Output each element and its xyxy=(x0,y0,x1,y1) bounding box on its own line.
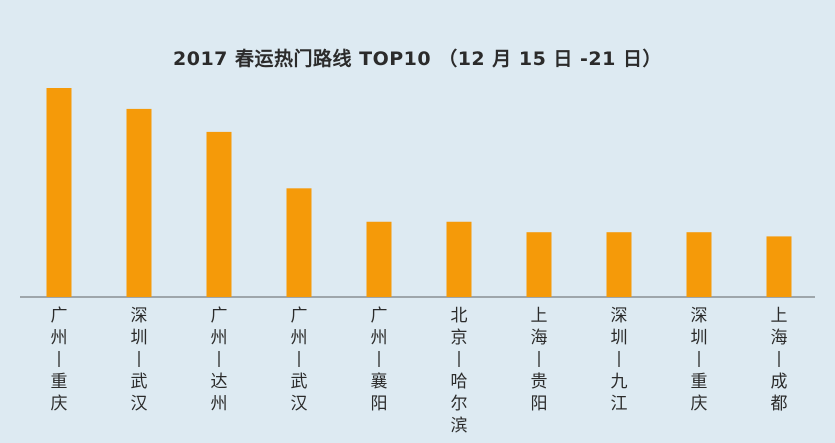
bar-2 xyxy=(126,108,152,298)
svg-text:深: 深 xyxy=(131,306,148,326)
svg-text:北: 北 xyxy=(451,306,468,326)
svg-text:庆: 庆 xyxy=(51,394,68,414)
svg-text:阳: 阳 xyxy=(371,394,388,414)
svg-text:深: 深 xyxy=(611,306,628,326)
svg-text:州: 州 xyxy=(211,328,228,348)
svg-text:重: 重 xyxy=(691,372,708,392)
svg-text:州: 州 xyxy=(51,328,68,348)
bar-8 xyxy=(606,232,632,297)
svg-text:都: 都 xyxy=(771,394,788,414)
chart-title: 2017 春运热门路线 TOP10 （12 月 15 日 -21 日） xyxy=(173,48,662,70)
svg-text:尔: 尔 xyxy=(451,394,468,414)
bar-7 xyxy=(526,232,552,297)
svg-text:京: 京 xyxy=(451,328,468,348)
bar-5 xyxy=(366,221,392,297)
svg-text:圳: 圳 xyxy=(611,328,628,348)
svg-text:圳: 圳 xyxy=(691,328,708,348)
svg-text:达: 达 xyxy=(211,372,228,392)
svg-text:汉: 汉 xyxy=(291,394,308,414)
svg-text:阳: 阳 xyxy=(531,394,548,414)
bar-9 xyxy=(686,232,712,297)
svg-text:海: 海 xyxy=(771,328,788,348)
svg-text:海: 海 xyxy=(531,328,548,348)
svg-text:州: 州 xyxy=(211,394,228,414)
svg-text:哈: 哈 xyxy=(451,372,468,392)
svg-text:深: 深 xyxy=(691,306,708,326)
svg-text:武: 武 xyxy=(131,372,148,392)
bar-10 xyxy=(766,236,792,297)
svg-text:州: 州 xyxy=(291,328,308,348)
bar-1 xyxy=(46,88,72,297)
svg-text:上: 上 xyxy=(531,306,548,326)
svg-text:贵: 贵 xyxy=(531,372,548,392)
svg-text:庆: 庆 xyxy=(691,394,708,414)
svg-text:襄: 襄 xyxy=(371,371,388,392)
svg-text:州: 州 xyxy=(371,328,388,348)
svg-text:广: 广 xyxy=(51,306,68,326)
bar-4 xyxy=(286,188,312,297)
svg-text:汉: 汉 xyxy=(131,394,148,414)
svg-text:滨: 滨 xyxy=(451,416,468,436)
svg-text:广: 广 xyxy=(291,306,308,326)
bar-3 xyxy=(206,131,232,297)
svg-text:上: 上 xyxy=(771,306,788,326)
bar-6 xyxy=(446,221,472,297)
svg-text:江: 江 xyxy=(611,394,628,414)
svg-text:九: 九 xyxy=(611,372,628,392)
svg-text:圳: 圳 xyxy=(131,328,148,348)
svg-text:成: 成 xyxy=(771,372,788,392)
svg-text:重: 重 xyxy=(51,372,68,392)
svg-text:广: 广 xyxy=(211,306,228,326)
svg-text:广: 广 xyxy=(371,306,388,326)
svg-text:武: 武 xyxy=(291,372,308,392)
